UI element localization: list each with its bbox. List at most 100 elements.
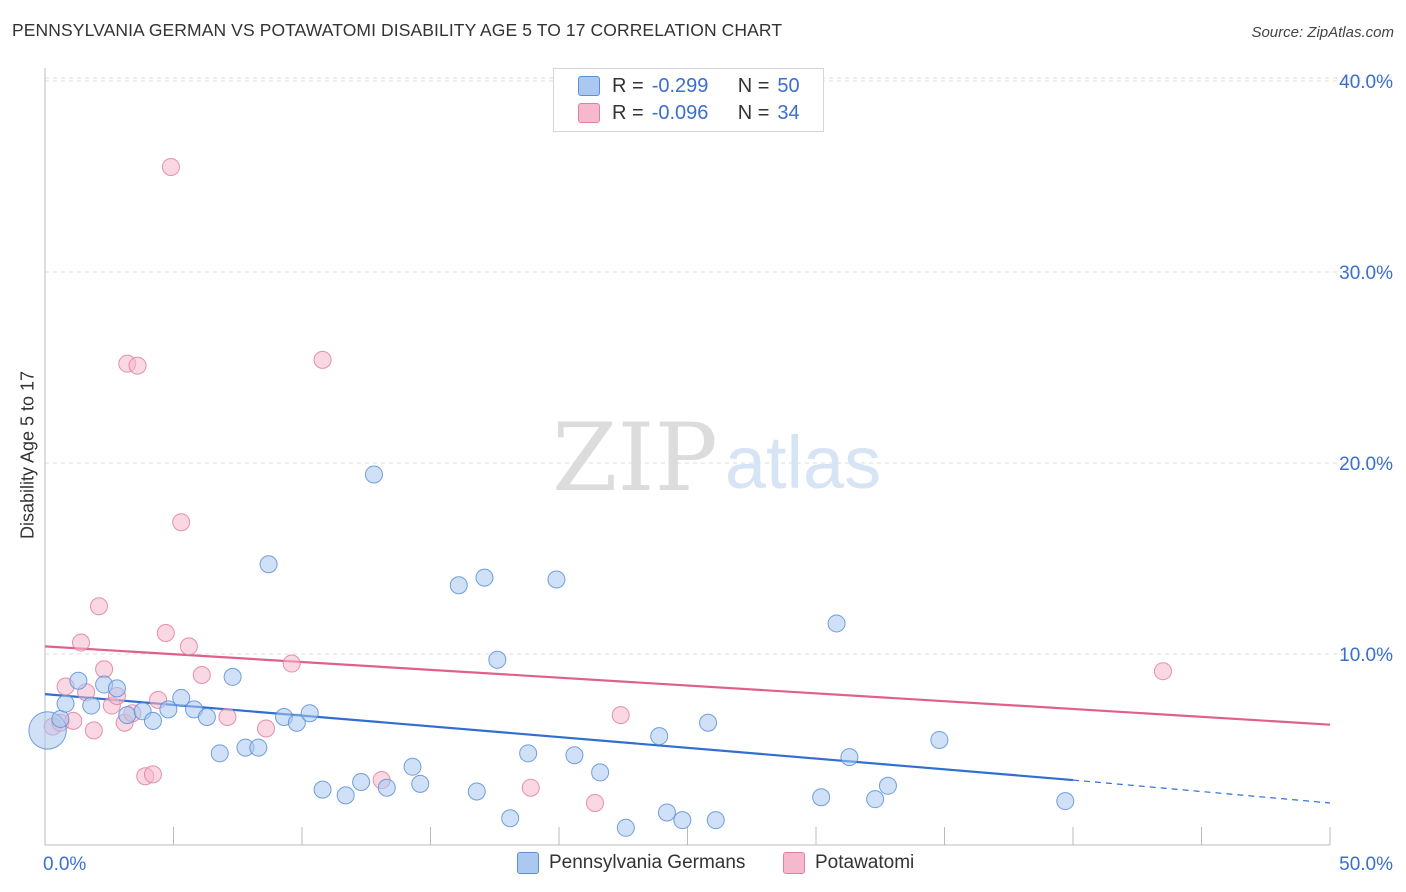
data-point-potawatomi (282, 654, 301, 673)
data-point-pennsylvania-germans (673, 811, 692, 830)
data-point-pennsylvania-germans (1056, 792, 1075, 811)
trend-line-extension-pennsylvania-germans (1072, 779, 1331, 804)
data-point-potawatomi (218, 708, 237, 727)
data-point-pennsylvania-germans (467, 782, 486, 801)
y-tick-label: 10.0% (1339, 645, 1393, 666)
data-point-potawatomi (172, 513, 191, 532)
data-point-pennsylvania-germans (197, 708, 216, 727)
data-point-pennsylvania-germans (313, 780, 332, 799)
data-point-potawatomi (1153, 662, 1172, 681)
data-point-pennsylvania-germans (249, 738, 268, 757)
data-point-pennsylvania-germans (118, 706, 137, 725)
data-point-potawatomi (192, 666, 211, 685)
data-point-pennsylvania-germans (501, 809, 520, 828)
data-point-pennsylvania-germans (650, 727, 669, 746)
data-point-pennsylvania-germans (300, 704, 319, 723)
data-point-pennsylvania-germans (591, 763, 610, 782)
series-swatch-blue (517, 852, 539, 874)
data-point-potawatomi (143, 765, 162, 784)
legend-n-value: 50 (777, 74, 800, 97)
x-tick-label: 50.0% (1339, 854, 1393, 875)
y-tick-label: 20.0% (1339, 454, 1393, 475)
data-point-potawatomi (585, 793, 604, 812)
legend-r-label: R = (612, 74, 644, 97)
data-point-potawatomi (521, 778, 540, 797)
x-tick-label: 0.0% (43, 854, 86, 875)
series-swatch-pink (783, 852, 805, 874)
data-point-pennsylvania-germans (411, 774, 430, 793)
watermark: ZIP atlas (552, 404, 881, 513)
data-point-potawatomi (128, 356, 147, 375)
tick-label-layer: 10.0% 20.0% 30.0% 40.0% 0.0% 50.0% (43, 72, 1393, 875)
watermark-zip: ZIP (552, 404, 718, 513)
data-point-potawatomi (313, 350, 332, 369)
series-name: Potawatomi (815, 852, 915, 873)
legend-r-value: -0.096 (651, 101, 709, 124)
legend-n-label: N = (737, 101, 770, 124)
data-point-pennsylvania-germans (82, 696, 101, 715)
data-point-pennsylvania-germans (488, 650, 507, 669)
data-point-pennsylvania-germans (812, 788, 831, 807)
legend-swatch-blue (578, 76, 600, 96)
data-point-potawatomi (84, 721, 103, 740)
y-axis-label: Disability Age 5 to 17 (17, 370, 38, 540)
series-legend-pennsylvania-germans: Pennsylvania Germans (517, 852, 745, 874)
legend-row-pennsylvania-germans: R = -0.299 N = 50 (578, 74, 800, 98)
data-point-potawatomi (95, 660, 114, 679)
data-point-pennsylvania-germans (565, 746, 584, 765)
legend-row-potawatomi: R = -0.096 N = 34 (578, 101, 800, 125)
data-point-pennsylvania-germans (210, 744, 229, 763)
data-point-pennsylvania-germans (616, 818, 635, 837)
legend: R = -0.299 N = 50 R = -0.096 N = 34 (553, 68, 824, 132)
data-point-pennsylvania-germans (56, 694, 75, 713)
data-point-pennsylvania-germans (706, 811, 725, 830)
points-layer (28, 157, 1172, 837)
data-point-pennsylvania-germans (259, 555, 278, 574)
legend-r-label: R = (612, 101, 644, 124)
legend-swatch-pink (578, 103, 600, 123)
data-point-pennsylvania-germans (143, 711, 162, 730)
chart-title: PENNSYLVANIA GERMAN VS POTAWATOMI DISABI… (12, 20, 783, 40)
y-tick-label: 40.0% (1339, 72, 1393, 93)
y-tick-label: 30.0% (1339, 263, 1393, 284)
data-point-potawatomi (89, 597, 108, 616)
data-point-pennsylvania-germans (51, 709, 70, 728)
data-point-potawatomi (611, 706, 630, 725)
grid-layer (45, 77, 1392, 655)
data-point-pennsylvania-germans (840, 748, 859, 767)
data-point-potawatomi (156, 623, 175, 642)
data-point-pennsylvania-germans (377, 778, 396, 797)
data-point-pennsylvania-germans (930, 730, 949, 749)
data-point-pennsylvania-germans (352, 772, 371, 791)
data-point-pennsylvania-germans (336, 786, 355, 805)
data-point-pennsylvania-germans (69, 671, 88, 690)
trend-line-potawatomi (44, 645, 1331, 726)
data-point-pennsylvania-germans (364, 465, 383, 484)
data-point-pennsylvania-germans (159, 700, 178, 719)
data-point-pennsylvania-germans (866, 790, 885, 809)
data-point-pennsylvania-germans (172, 688, 191, 707)
data-point-pennsylvania-germans (827, 614, 846, 633)
data-point-potawatomi (161, 157, 180, 176)
data-point-pennsylvania-germans (475, 568, 494, 587)
legend-n-label: N = (737, 74, 770, 97)
data-point-pennsylvania-germans (878, 776, 897, 795)
source-label: Source: ZipAtlas.com (1251, 24, 1394, 41)
data-point-pennsylvania-germans (287, 713, 306, 732)
data-point-pennsylvania-germans (107, 679, 126, 698)
data-point-pennsylvania-germans (657, 803, 676, 822)
data-point-potawatomi (71, 633, 90, 652)
legend-n-value: 34 (777, 101, 800, 124)
data-point-pennsylvania-germans (519, 744, 538, 763)
data-point-pennsylvania-germans (403, 757, 422, 776)
trend-layer (44, 645, 1331, 804)
data-point-pennsylvania-germans (223, 667, 242, 686)
trend-line-pennsylvania-germans (44, 693, 1074, 782)
legend-r-value: -0.299 (651, 74, 709, 97)
series-name: Pennsylvania Germans (549, 852, 746, 873)
series-legend-potawatomi: Potawatomi (783, 852, 914, 874)
data-point-potawatomi (257, 719, 276, 738)
watermark-atlas: atlas (725, 421, 881, 504)
data-point-pennsylvania-germans (449, 576, 468, 595)
